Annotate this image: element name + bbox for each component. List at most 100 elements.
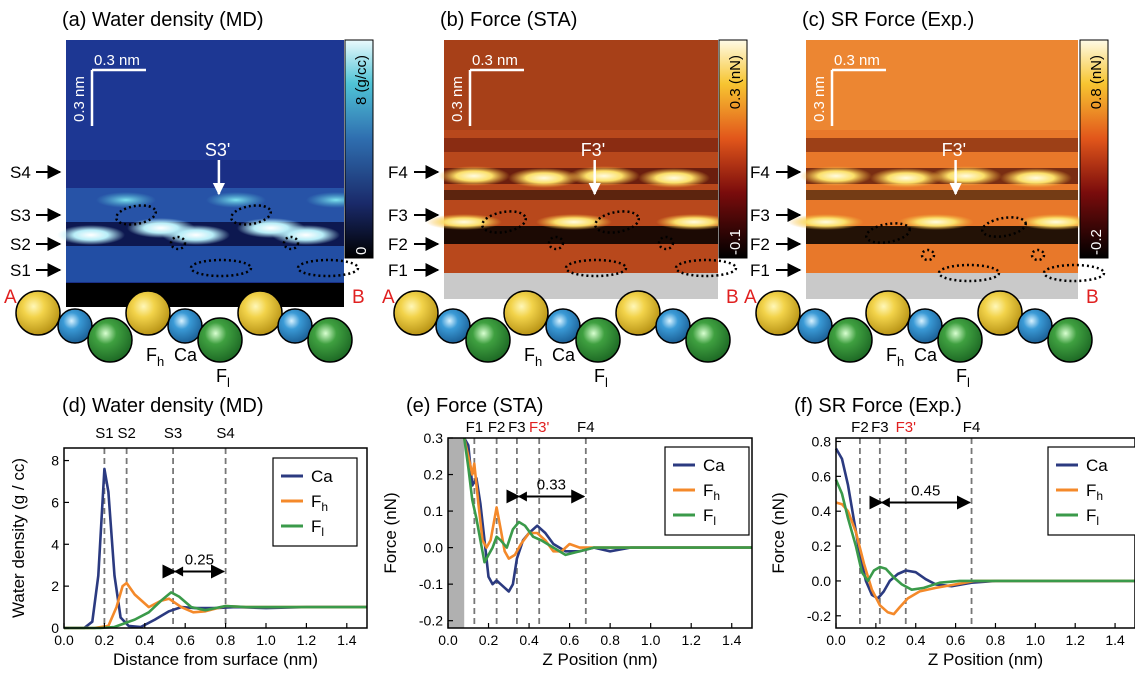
legend-label: Fl [703, 506, 716, 528]
end-label-b: B [352, 287, 365, 308]
plot-frame [835, 437, 1135, 629]
chart-title: (e) Force (STA) [406, 395, 543, 417]
legend [664, 446, 750, 536]
density-peak [206, 192, 266, 208]
atom-label-ca: Ca [552, 345, 576, 365]
map-panel-0: (a) Water density (MD) 0.3 nm 0.3 nm S3' S4 S… [4, 9, 374, 390]
y-tick-label: -0.1 [419, 576, 443, 592]
legend-sub: h [1096, 489, 1103, 503]
atom-label-fl: Fl [216, 366, 230, 390]
span-label: 0.45 [911, 482, 940, 499]
x-axis-label: Z Position (nm) [542, 650, 657, 669]
colorbar-min: -0.1 [727, 229, 744, 255]
dotted-ellipse [657, 235, 675, 251]
colorbar-min: 0 [353, 247, 370, 255]
atom-label-fh: Fh [524, 345, 542, 369]
atom-sub: h [897, 354, 904, 369]
atom-sub: l [967, 375, 970, 390]
legend-sub: l [713, 514, 716, 528]
atom-sub: l [605, 375, 608, 390]
colorbar-max: 0.3 (nN) [727, 55, 744, 109]
map-band [444, 138, 718, 152]
crystal-atoms [755, 290, 1093, 363]
map-band [806, 40, 1078, 130]
layer-label: S1 [10, 261, 31, 280]
x-axis-label: Distance from surface (nm) [113, 650, 318, 669]
layer-label: F4 [750, 163, 770, 182]
x-tick-label: 0.8 [216, 632, 236, 648]
scale-label: 0.3 nm [834, 52, 880, 69]
x-tick-label: 0.6 [946, 632, 966, 648]
f-atom [977, 290, 1023, 336]
x-tick-label: 0.8 [600, 632, 620, 648]
series-line-Fl [834, 479, 1135, 591]
ca-atom [907, 308, 943, 344]
series-line-Fh [835, 501, 1135, 616]
end-label-a: A [382, 287, 395, 308]
layer-line-label: F3' [896, 419, 917, 436]
series-line-Ca [463, 437, 752, 593]
f-atom [755, 290, 801, 336]
scale-bar [90, 68, 146, 126]
atom-sub: l [227, 375, 230, 390]
legend-label: Fl [311, 517, 324, 539]
legend-sub: l [1096, 514, 1099, 528]
map-title: (b) Force (STA) [440, 9, 577, 31]
force-peak [536, 214, 612, 230]
scale-label: 0.3 nm [811, 76, 828, 122]
f-atom [827, 317, 873, 363]
end-label-a: A [744, 287, 757, 308]
scale-label: 0.3 nm [472, 52, 518, 69]
atom-sub: h [157, 354, 164, 369]
colorbar [344, 39, 374, 259]
density-peak [96, 192, 156, 208]
scale-label: 0.3 nm [71, 76, 88, 122]
scale-label: 0.3 nm [94, 52, 140, 69]
layer-line-label: F3 [508, 419, 526, 436]
scale-label: 0.3 nm [449, 76, 466, 122]
span-arrow-head [174, 566, 184, 577]
density-peak [127, 218, 195, 238]
f-atom [125, 290, 171, 336]
y-tick-label: 2 [51, 578, 59, 594]
f-atom [465, 317, 511, 363]
x-tick-label: 1.4 [722, 632, 742, 648]
dotted-ellipse [296, 258, 360, 278]
dotted-ellipse [547, 235, 565, 251]
force-peak [870, 168, 942, 188]
ca-atom [435, 308, 471, 344]
surface-band [444, 273, 718, 299]
chart-2: (f) SR Force (Exp.) F2 F3 F3' F4 0.45 0.0 0.2 0.… [769, 395, 1135, 669]
x-tick-label: 0.0 [54, 632, 74, 648]
f-atom [685, 317, 731, 363]
legend-label: Ca [703, 456, 725, 475]
y-tick-label: 0.4 [812, 503, 832, 519]
f-atom [197, 317, 243, 363]
ca-atom [57, 308, 93, 344]
y-tick-label: 8 [51, 453, 59, 469]
x-tick-label: 0.0 [826, 632, 846, 648]
y-tick-label: 0.0 [812, 573, 832, 589]
layer-line-label: S3 [164, 425, 182, 442]
y-tick-label: 6 [51, 494, 59, 510]
map-panel-1: (b) Force (STA) 0.3 nm 0.3 nm F3' F4 F3 F2 F1 0.… [382, 9, 748, 390]
x-tick-label: 0.4 [906, 632, 926, 648]
arrow-label: F3' [581, 140, 605, 160]
map-band [444, 226, 718, 244]
chart-title: (f) SR Force (Exp.) [794, 395, 962, 417]
f-atom [865, 290, 911, 336]
series-line-Fh [462, 437, 752, 560]
y-tick-label: 0.6 [812, 468, 832, 484]
atom-label-ca: Ca [914, 345, 938, 365]
surface-band [806, 273, 1078, 299]
atom-label-fl: Fl [594, 366, 608, 390]
x-tick-label: 0.6 [560, 632, 580, 648]
layer-label: S2 [10, 235, 31, 254]
y-tick-label: 0.0 [424, 540, 444, 556]
y-tick-label: 0.2 [424, 467, 444, 483]
y-tick-label: 4 [51, 536, 59, 552]
layer-line-label: S1 [95, 425, 113, 442]
colorbar [1079, 39, 1109, 259]
x-tick-label: 0.0 [438, 632, 458, 648]
dotted-ellipse [1042, 263, 1106, 283]
